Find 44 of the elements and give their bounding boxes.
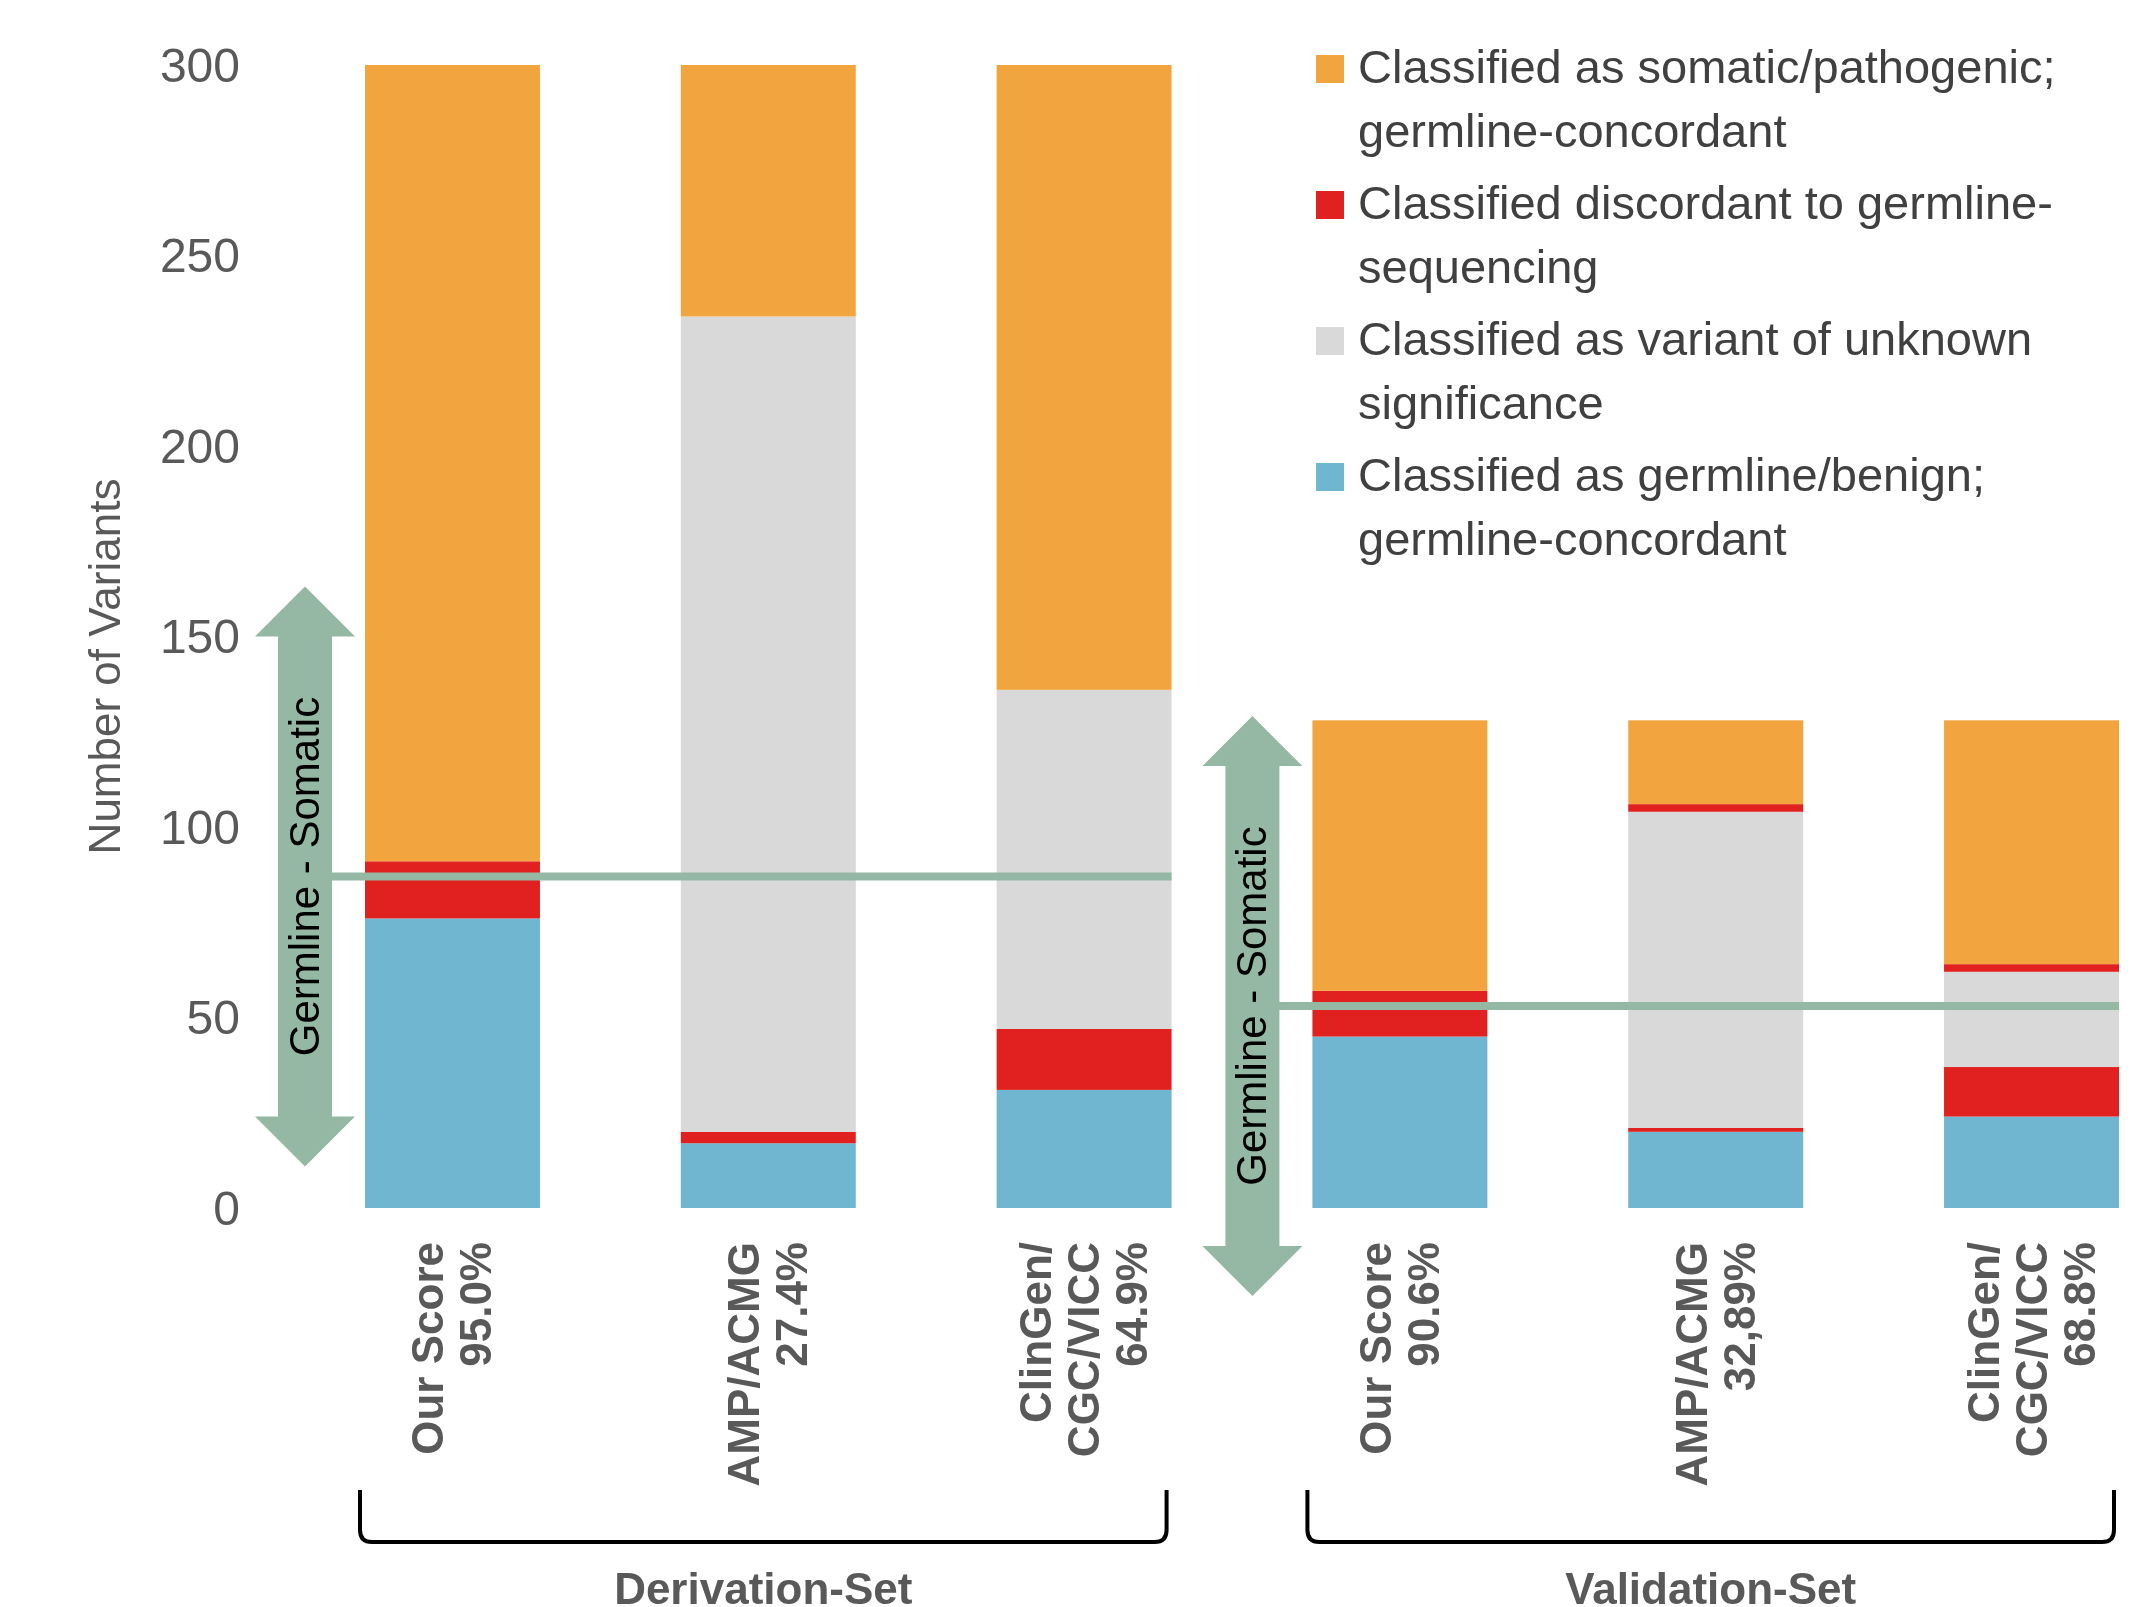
bar <box>996 689 1172 1029</box>
bar <box>1944 1067 2119 1117</box>
ref-line-label: Germline - Somatic <box>1228 826 1276 1186</box>
bar <box>1628 1131 1804 1208</box>
x-tick-label: Our Score 95.0% <box>403 1242 501 1455</box>
bar <box>1944 964 2119 972</box>
legend-label: Classified as variant of unknown significance <box>1358 312 2033 429</box>
bar <box>365 918 540 1208</box>
text: Validation-Set <box>1565 1564 1857 1607</box>
y-tick-label: 150 <box>159 610 240 664</box>
ref-line-label: Germline - Somatic <box>281 696 328 1057</box>
bar <box>680 65 856 317</box>
bar <box>1628 720 1804 805</box>
bar <box>1628 1127 1804 1132</box>
bar <box>680 1131 856 1144</box>
x-tick-label: AMP/ACMG 32,89% <box>1666 1242 1764 1487</box>
legend-label: Classified discordant to germline-sequencing <box>1358 176 2053 293</box>
y-tick-label: 200 <box>159 419 240 473</box>
bar <box>1628 804 1804 812</box>
bar <box>365 65 540 862</box>
bar <box>996 1089 1172 1208</box>
x-tick-label: ClinGen/ CGC/VICC 64.9% <box>1011 1242 1157 1458</box>
bar <box>1944 1116 2119 1208</box>
y-tick-label: 300 <box>159 38 240 92</box>
y-tick-label: 50 <box>186 991 240 1045</box>
x-tick-label: AMP/ACMG 27.4% <box>719 1242 817 1487</box>
bar <box>1312 1036 1488 1208</box>
bar <box>1944 971 2119 1068</box>
x-tick-label: ClinGen/ CGC/VICC 68.8% <box>1958 1242 2104 1458</box>
bar <box>996 65 1172 690</box>
bar <box>680 316 856 1132</box>
y-tick-label: 250 <box>159 229 240 283</box>
y-tick-label: 100 <box>159 800 240 854</box>
bar <box>680 1143 856 1208</box>
y-axis-title: Number of Variants <box>80 478 129 855</box>
bar <box>996 1028 1172 1090</box>
legend-label: Classified as germline/benign; germline-concordant <box>1358 448 1985 565</box>
x-tick-label: Our Score 90.6% <box>1350 1242 1448 1455</box>
y-tick-label: 0 <box>213 1181 240 1235</box>
bar <box>1628 811 1804 1128</box>
bar <box>1312 720 1488 991</box>
bar <box>1944 720 2119 965</box>
text: Derivation-Set <box>614 1564 913 1607</box>
legend-label: Classified as somatic/pathogenic; germline-concordant <box>1358 40 2056 157</box>
